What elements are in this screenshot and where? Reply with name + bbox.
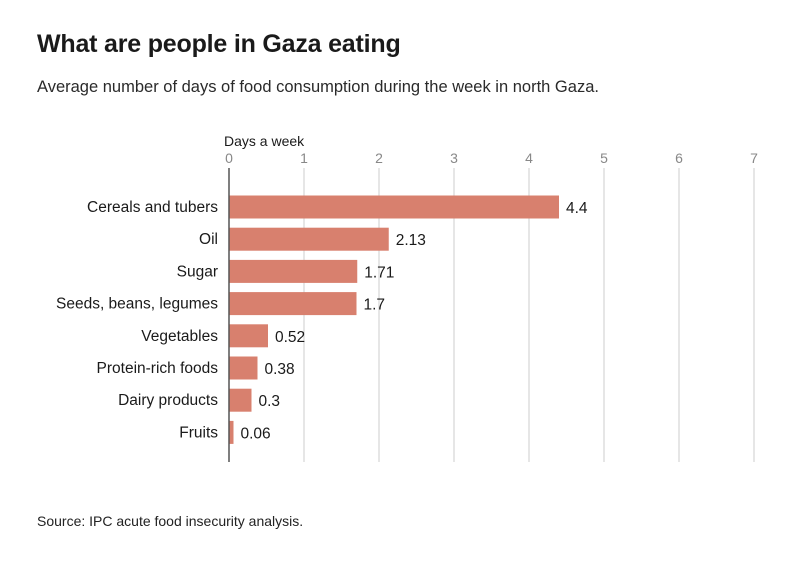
value-label: 0.06 bbox=[241, 425, 271, 442]
value-label: 1.71 bbox=[364, 264, 394, 281]
category-label: Oil bbox=[199, 231, 218, 248]
bar bbox=[229, 259, 358, 283]
category-label: Vegetables bbox=[141, 328, 218, 345]
x-axis-title: Days a week bbox=[224, 133, 305, 149]
x-tick-label: 1 bbox=[300, 150, 308, 166]
bar bbox=[229, 292, 357, 316]
value-label: 0.38 bbox=[265, 361, 295, 378]
category-label: Dairy products bbox=[118, 392, 218, 409]
x-tick-label: 2 bbox=[375, 150, 383, 166]
x-tick-label: 7 bbox=[750, 150, 758, 166]
category-labels: Cereals and tubers Oil Sugar Seeds, beans, … bbox=[56, 199, 218, 441]
bar bbox=[229, 195, 559, 219]
source-note: Source: IPC acute food insecurity analys… bbox=[37, 513, 304, 529]
x-tick-label: 0 bbox=[225, 150, 233, 166]
category-label: Protein-rich foods bbox=[97, 360, 219, 377]
value-label: 1.7 bbox=[364, 297, 386, 314]
chart-subtitle: Average number of days of food consumpti… bbox=[37, 78, 599, 96]
bar bbox=[229, 388, 252, 412]
value-label: 0.52 bbox=[275, 329, 305, 346]
category-label: Fruits bbox=[179, 424, 218, 441]
value-labels: 4.4 2.131.71 1.7 0.52 0.38 0.3 0.06 bbox=[241, 200, 588, 442]
x-tick-label: 3 bbox=[450, 150, 458, 166]
x-tick-label: 4 bbox=[525, 150, 533, 166]
value-label: 2.13 bbox=[396, 232, 426, 249]
bar bbox=[229, 356, 258, 380]
bar bbox=[229, 324, 268, 348]
x-tick-labels: 0 1 2 3 4 5 6 7 bbox=[225, 150, 758, 166]
category-label: Seeds, beans, legumes bbox=[56, 296, 218, 313]
x-tick-label: 5 bbox=[600, 150, 608, 166]
chart-title: What are people in Gaza eating bbox=[37, 30, 401, 58]
value-label: 0.3 bbox=[259, 393, 281, 410]
x-tick-label: 6 bbox=[675, 150, 683, 166]
category-label: Sugar bbox=[177, 263, 218, 280]
bars bbox=[229, 195, 559, 444]
value-label: 4.4 bbox=[566, 200, 588, 217]
bar bbox=[229, 420, 234, 444]
category-label: Cereals and tubers bbox=[87, 199, 218, 216]
bar bbox=[229, 227, 389, 251]
